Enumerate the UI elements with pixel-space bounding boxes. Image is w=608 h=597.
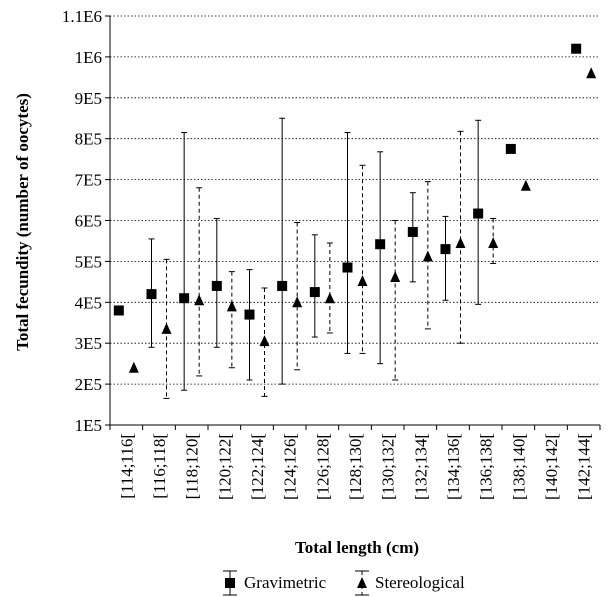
x-tick-label: [116;118[ — [150, 433, 169, 499]
y-tick-label: 1.1E6 — [62, 7, 102, 26]
legend-gravimetric-marker — [223, 570, 237, 596]
legend: Gravimetric Stereological — [223, 570, 465, 596]
stereological-point — [488, 236, 499, 248]
stereological-point — [161, 322, 172, 334]
x-tick-label: [124;126[ — [281, 433, 300, 500]
stereological-point — [292, 296, 303, 308]
stereological-point — [226, 300, 237, 312]
y-tick-labels: 1E5 2E5 3E5 4E5 5E5 6E5 7E5 8E5 9E5 1E6 1.1E6 — [62, 7, 102, 435]
gravimetric-point — [244, 309, 255, 320]
x-tick-label: [132;134[ — [411, 433, 430, 500]
x-tick-label: [114;116[ — [117, 433, 136, 499]
stereological-point — [259, 335, 270, 347]
y-tick-label: 6E5 — [75, 212, 102, 231]
error-bars — [148, 117, 497, 399]
y-tick-label: 3E5 — [75, 334, 102, 353]
gravimetric-point — [440, 244, 451, 255]
x-tick-label: [130;132[ — [379, 433, 398, 500]
stereological-point — [390, 270, 401, 282]
x-tick-label: [118;120[ — [183, 433, 202, 500]
stereological-point — [128, 361, 139, 373]
y-tick-label: 5E5 — [75, 252, 102, 271]
y-tick-label: 9E5 — [75, 89, 102, 108]
stereological-point — [324, 292, 335, 304]
gravimetric-point — [375, 239, 386, 250]
y-tick-label: 2E5 — [75, 375, 102, 394]
x-tick-label: [142;144[ — [575, 433, 594, 500]
gravimetric-point — [211, 280, 222, 291]
x-tick-label: [128;130[ — [346, 433, 365, 500]
x-tick-label: [120;122[ — [215, 433, 234, 500]
x-tick-labels: [114;116[ [116;118[ [118;120[ [120;122[ [122… — [117, 433, 593, 500]
gravimetric-point — [146, 289, 157, 300]
gravimetric-point — [473, 208, 484, 219]
gravimetric-point — [277, 280, 288, 291]
gravimetric-point — [342, 262, 353, 273]
legend-stereological-marker — [355, 570, 369, 596]
stereological-point — [194, 294, 205, 306]
gravimetric-point — [505, 143, 516, 154]
y-tick-label: 1E6 — [75, 48, 102, 67]
data-markers — [113, 43, 597, 373]
y-tick-label: 4E5 — [75, 293, 102, 312]
y-axis-title: Total fecundity (number of oocytes) — [13, 93, 32, 351]
stereological-point — [357, 275, 368, 287]
x-tick-label: [140;142[ — [542, 433, 561, 500]
gravimetric-point — [309, 287, 320, 298]
stereological-point — [422, 250, 433, 262]
y-tick-label: 8E5 — [75, 130, 102, 149]
y-tick-label: 7E5 — [75, 171, 102, 190]
axes — [105, 15, 601, 430]
x-tick-label: [138;140[ — [509, 433, 528, 500]
stereological-point — [455, 236, 466, 248]
gravimetric-point — [113, 305, 124, 316]
stereological-point — [520, 179, 531, 191]
gravimetric-point — [179, 293, 190, 304]
x-tick-label: [134;136[ — [444, 433, 463, 500]
legend-gravimetric-label: Gravimetric — [244, 573, 327, 592]
gravimetric-point — [571, 43, 582, 54]
x-tick-label: [122;124[ — [248, 433, 267, 500]
x-tick-label: [126;128[ — [313, 433, 332, 500]
stereological-point — [586, 67, 597, 79]
gravimetric-point — [407, 226, 418, 237]
x-tick-label: [136;138[ — [477, 433, 496, 500]
gridlines — [110, 15, 600, 385]
x-axis-title: Total length (cm) — [295, 538, 419, 557]
y-tick-label: 1E5 — [75, 416, 102, 435]
legend-stereological-label: Stereological — [375, 573, 465, 592]
